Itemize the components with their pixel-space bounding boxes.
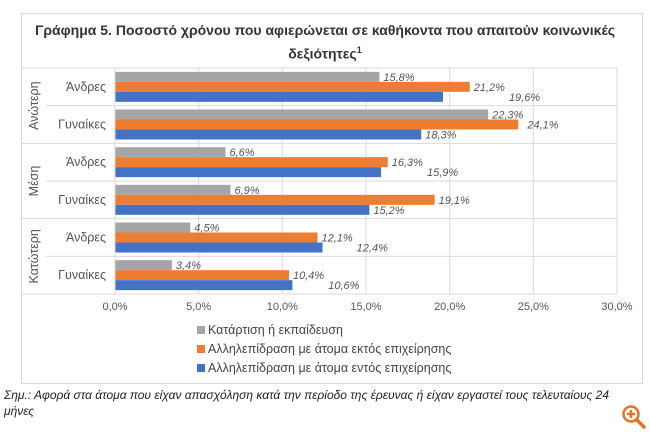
legend-label: Αλληλεπίδραση με άτομα εκτός επιχείρησης	[208, 341, 452, 356]
data-label: 3,4%	[176, 260, 201, 272]
group-label: Ανώτερη	[27, 81, 41, 130]
category-label: Άνδρες	[66, 80, 106, 94]
category-label: Άνδρες	[66, 155, 106, 169]
bar	[115, 157, 388, 168]
chart-title-text: Γράφημα 5. Ποσοστό χρόνου που αφιερώνετα…	[34, 22, 616, 62]
bar	[115, 91, 443, 102]
legend-item: Κατάρτιση ή εκπαίδευση	[197, 320, 451, 339]
bar	[115, 232, 318, 243]
legend-item: Αλληλεπίδραση με άτομα εντός επιχείρησης	[197, 358, 451, 377]
data-label: 15,2%	[373, 205, 404, 217]
bar	[115, 184, 231, 195]
data-label: 15,8%	[383, 72, 414, 84]
legend: Κατάρτιση ή εκπαίδευση Αλληλεπίδραση με ά…	[197, 320, 451, 377]
data-label: 21,2%	[473, 82, 505, 94]
data-label: 12,4%	[357, 243, 388, 255]
legend-swatch	[197, 325, 205, 334]
bar	[115, 280, 293, 291]
data-label: 24,1%	[526, 120, 558, 132]
bar	[115, 194, 435, 205]
chart-frame	[21, 13, 643, 384]
bar	[115, 242, 323, 253]
data-label: 10,6%	[328, 280, 359, 292]
x-tick-label: 0,0%	[102, 301, 127, 313]
bar	[115, 204, 370, 215]
title-footnote: 1	[356, 45, 362, 55]
bar	[115, 109, 489, 120]
data-label: 19,1%	[439, 195, 470, 207]
category-label: Γυναίκες	[58, 118, 106, 132]
bar	[115, 119, 519, 130]
data-label: 4,5%	[194, 223, 219, 235]
data-label: 19,6%	[509, 92, 540, 104]
legend-label: Κατάρτιση ή εκπαίδευση	[208, 322, 343, 337]
group-label: Μέση	[27, 166, 41, 197]
x-tick-label: 15,0%	[350, 301, 381, 313]
bar	[115, 222, 191, 233]
x-tick-label: 20,0%	[434, 301, 465, 313]
category-label: Γυναίκες	[58, 268, 106, 282]
x-tick-label: 25,0%	[518, 301, 549, 313]
legend-swatch	[197, 363, 205, 372]
bar	[115, 147, 226, 158]
data-label: 12,1%	[321, 233, 352, 245]
legend-label: Αλληλεπίδραση με άτομα εντός επιχείρησης	[208, 360, 452, 375]
bar	[115, 81, 470, 92]
data-label: 18,3%	[425, 130, 456, 142]
legend-item: Αλληλεπίδραση με άτομα εκτός επιχείρησης	[197, 339, 451, 358]
category-label: Γυναίκες	[58, 193, 106, 207]
data-label: 6,6%	[229, 147, 254, 159]
data-label: 22,3%	[491, 110, 523, 122]
data-label: 6,9%	[234, 185, 259, 197]
bar	[115, 129, 422, 140]
bar	[115, 71, 380, 82]
bar	[115, 260, 172, 271]
x-tick-label: 30,0%	[601, 301, 632, 313]
bar	[115, 167, 382, 178]
data-label: 10,4%	[293, 270, 324, 282]
data-label: 16,3%	[392, 157, 423, 169]
footnote: Σημ.: Αφορά στα άτομα που είχαν απασχόλη…	[4, 388, 610, 418]
category-label: Άνδρες	[66, 231, 106, 245]
x-tick-label: 5,0%	[186, 301, 211, 313]
x-tick-label: 10,0%	[267, 301, 298, 313]
legend-swatch	[197, 344, 205, 353]
bar	[115, 270, 290, 281]
data-label: 15,9%	[427, 167, 458, 179]
group-label: Κατώτερη	[27, 229, 41, 283]
chart-title: Γράφημα 5. Ποσοστό χρόνου που αφιερώνετα…	[0, 20, 650, 64]
zoom-in-icon[interactable]	[621, 404, 647, 430]
